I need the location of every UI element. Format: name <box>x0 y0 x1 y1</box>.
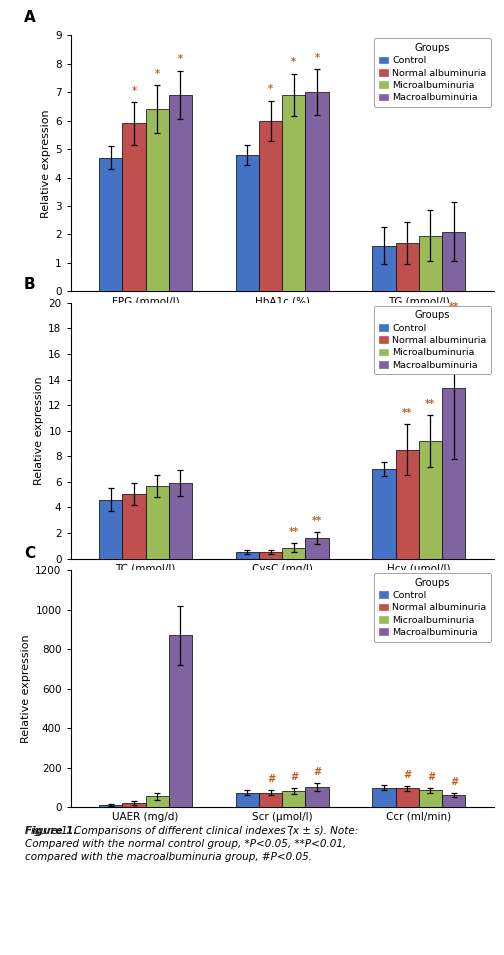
Y-axis label: Relative expression: Relative expression <box>41 109 51 218</box>
Bar <box>282 548 305 559</box>
Text: #: # <box>290 773 297 782</box>
Bar <box>282 791 305 807</box>
Bar <box>146 796 169 807</box>
Text: Figure 1.: Figure 1. <box>25 826 78 836</box>
Text: Figure 1. Comparisons of different clinical indexes (̅x ± s). Note:
Compared wit: Figure 1. Comparisons of different clini… <box>25 826 358 862</box>
Bar <box>442 389 465 559</box>
Text: *: * <box>132 86 137 96</box>
Text: *: * <box>291 57 296 67</box>
Bar <box>236 552 259 559</box>
Text: *: * <box>178 54 183 65</box>
Text: **: ** <box>449 302 459 311</box>
Text: **: ** <box>425 399 435 409</box>
Text: C: C <box>24 545 35 561</box>
Bar <box>282 96 305 291</box>
Bar <box>122 802 146 807</box>
Text: *: * <box>268 84 273 95</box>
Bar <box>259 793 282 807</box>
Bar <box>396 243 419 291</box>
Text: #: # <box>404 770 411 780</box>
Text: #: # <box>427 772 434 782</box>
Text: *: * <box>155 69 160 78</box>
Text: #: # <box>267 775 274 784</box>
Text: #: # <box>450 777 457 787</box>
Legend: Control, Normal albuminuria, Microalbuminuria, Macroalbuminuria: Control, Normal albuminuria, Microalbumi… <box>374 306 491 374</box>
Text: A: A <box>24 11 36 25</box>
Text: Figure 1. Comparisons of different clinical indexes (̅x ± s). Note: Compared wit: Figure 1. Comparisons of different clini… <box>25 826 504 836</box>
Bar <box>372 469 396 559</box>
Bar <box>236 793 259 807</box>
Text: **: ** <box>289 527 299 537</box>
Bar <box>259 120 282 291</box>
Y-axis label: Relative expression: Relative expression <box>21 634 31 743</box>
Bar <box>99 158 122 291</box>
Bar <box>122 494 146 559</box>
Legend: Control, Normal albuminuria, Microalbuminuria, Macroalbuminuria: Control, Normal albuminuria, Microalbumi… <box>374 573 491 642</box>
Text: #: # <box>313 768 321 777</box>
Bar <box>169 483 192 559</box>
Bar <box>419 790 442 807</box>
Text: **: ** <box>402 408 412 418</box>
Text: *: * <box>314 53 320 63</box>
Legend: Control, Normal albuminuria, Microalbuminuria, Macroalbuminuria: Control, Normal albuminuria, Microalbumi… <box>374 38 491 107</box>
Text: **: ** <box>312 516 322 526</box>
Bar <box>99 805 122 807</box>
Bar <box>305 93 329 291</box>
Bar <box>169 635 192 807</box>
Bar <box>442 796 465 807</box>
Bar <box>236 155 259 291</box>
Bar <box>259 552 282 559</box>
Bar <box>396 450 419 559</box>
Bar <box>99 499 122 559</box>
Bar <box>372 788 396 807</box>
Bar <box>122 123 146 291</box>
Bar <box>169 96 192 291</box>
Bar <box>305 539 329 559</box>
Text: B: B <box>24 278 36 292</box>
Bar <box>442 231 465 291</box>
Bar <box>419 236 442 291</box>
Bar <box>372 245 396 291</box>
Y-axis label: Relative expression: Relative expression <box>34 376 44 485</box>
Bar <box>396 788 419 807</box>
Bar <box>305 787 329 807</box>
Bar <box>146 109 169 291</box>
Bar <box>146 486 169 559</box>
Bar <box>419 441 442 559</box>
